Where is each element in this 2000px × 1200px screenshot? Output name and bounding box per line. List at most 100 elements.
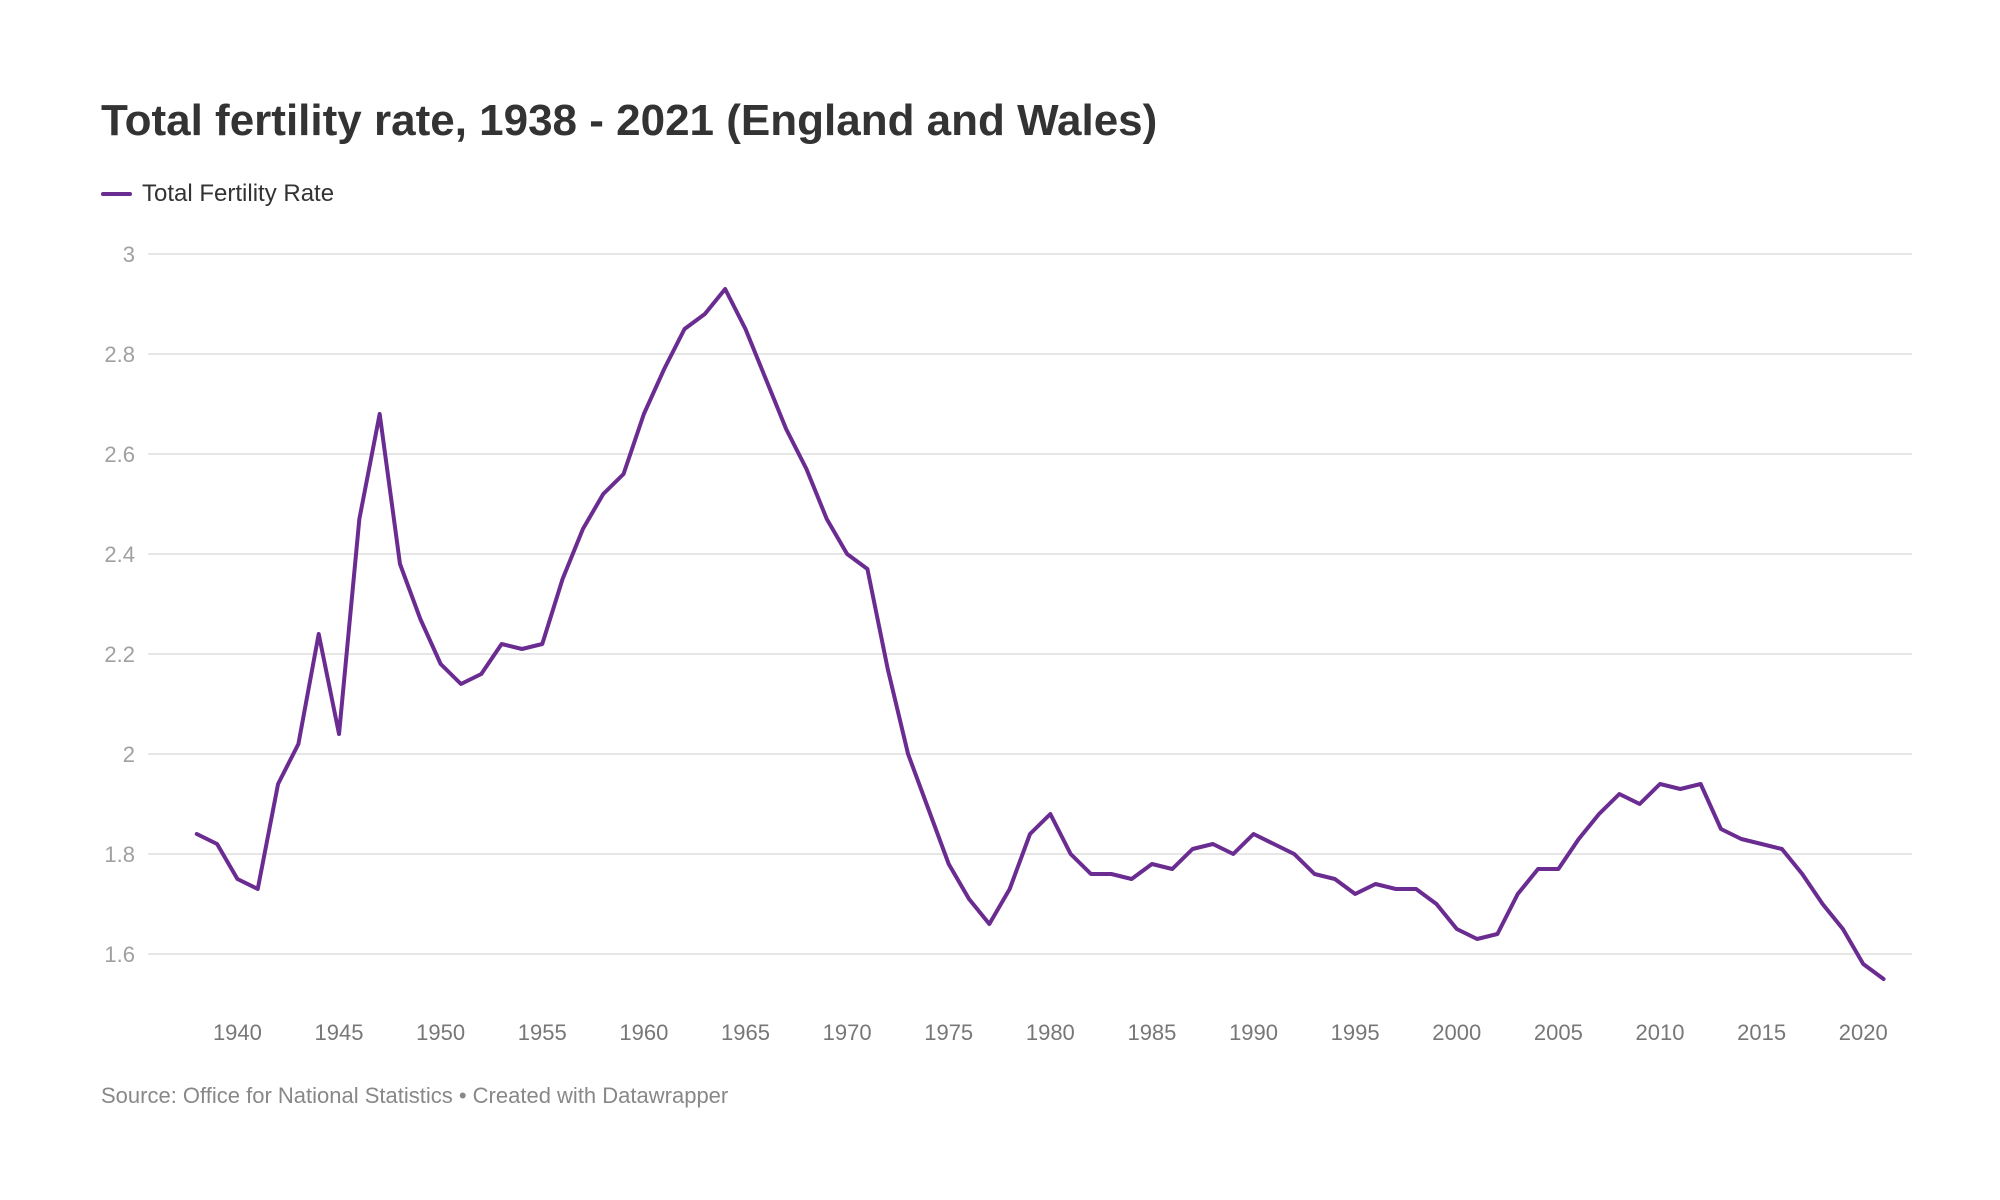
x-tick-label: 1960: [619, 1020, 668, 1045]
data-point[interactable]: [1820, 901, 1826, 907]
data-point[interactable]: [722, 286, 728, 292]
data-point[interactable]: [1657, 781, 1663, 787]
y-tick-label: 1.6: [104, 942, 135, 967]
data-point[interactable]: [1352, 891, 1358, 897]
data-point[interactable]: [1433, 901, 1439, 907]
data-point[interactable]: [1169, 866, 1175, 872]
data-point[interactable]: [1149, 861, 1155, 867]
data-point[interactable]: [336, 731, 342, 737]
data-point[interactable]: [600, 491, 606, 497]
data-point[interactable]: [864, 566, 870, 572]
data-point[interactable]: [986, 921, 992, 927]
data-point[interactable]: [641, 411, 647, 417]
data-point[interactable]: [1616, 791, 1622, 797]
data-point[interactable]: [905, 751, 911, 757]
data-point[interactable]: [1881, 976, 1887, 982]
data-point[interactable]: [519, 646, 525, 652]
data-point[interactable]: [1251, 831, 1257, 837]
y-tick-label: 1.8: [104, 842, 135, 867]
data-point[interactable]: [824, 516, 830, 522]
data-point[interactable]: [1535, 866, 1541, 872]
data-point[interactable]: [1210, 841, 1216, 847]
data-point[interactable]: [377, 411, 383, 417]
data-point[interactable]: [1332, 876, 1338, 882]
data-point[interactable]: [925, 806, 931, 812]
data-point[interactable]: [1555, 866, 1561, 872]
data-point[interactable]: [1494, 931, 1500, 937]
data-point[interactable]: [1576, 836, 1582, 842]
data-point[interactable]: [1068, 851, 1074, 857]
x-tick-label: 2020: [1839, 1020, 1888, 1045]
data-point[interactable]: [1271, 841, 1277, 847]
data-point[interactable]: [1007, 886, 1013, 892]
data-point[interactable]: [1515, 891, 1521, 897]
data-point[interactable]: [580, 526, 586, 532]
data-point[interactable]: [783, 426, 789, 432]
data-point[interactable]: [1759, 841, 1765, 847]
data-point[interactable]: [1596, 811, 1602, 817]
data-point[interactable]: [1230, 851, 1236, 857]
data-point[interactable]: [275, 781, 281, 787]
x-tick-label: 1950: [416, 1020, 465, 1045]
data-point[interactable]: [702, 311, 708, 317]
x-tick-label: 1940: [213, 1020, 262, 1045]
data-point[interactable]: [1291, 851, 1297, 857]
data-point[interactable]: [234, 876, 240, 882]
data-point[interactable]: [1190, 846, 1196, 852]
data-point[interactable]: [539, 641, 545, 647]
x-tick-label: 2000: [1432, 1020, 1481, 1045]
data-point[interactable]: [946, 861, 952, 867]
x-tick-label: 1985: [1127, 1020, 1176, 1045]
data-point[interactable]: [1637, 801, 1643, 807]
data-point[interactable]: [1372, 881, 1378, 887]
data-point[interactable]: [356, 516, 362, 522]
data-point[interactable]: [295, 741, 301, 747]
data-point[interactable]: [1027, 831, 1033, 837]
y-tick-label: 2.4: [104, 542, 135, 567]
data-point[interactable]: [478, 671, 484, 677]
data-point[interactable]: [661, 366, 667, 372]
data-point[interactable]: [1454, 926, 1460, 932]
data-point[interactable]: [682, 326, 688, 332]
data-point[interactable]: [885, 666, 891, 672]
data-point[interactable]: [803, 466, 809, 472]
legend-swatch: [101, 192, 132, 196]
data-point[interactable]: [438, 661, 444, 667]
data-point[interactable]: [1779, 846, 1785, 852]
y-tick-label: 3: [123, 242, 135, 267]
data-point[interactable]: [560, 576, 566, 582]
data-point[interactable]: [621, 471, 627, 477]
gridlines: [148, 253, 1912, 955]
data-point[interactable]: [1047, 811, 1053, 817]
data-point[interactable]: [255, 886, 261, 892]
data-point[interactable]: [1677, 786, 1683, 792]
x-tick-label: 1975: [924, 1020, 973, 1045]
data-point[interactable]: [1799, 871, 1805, 877]
data-point[interactable]: [417, 616, 423, 622]
data-point[interactable]: [194, 831, 200, 837]
data-point[interactable]: [458, 681, 464, 687]
data-point[interactable]: [1860, 961, 1866, 967]
data-point[interactable]: [1393, 886, 1399, 892]
data-point[interactable]: [1129, 876, 1135, 882]
data-point[interactable]: [1088, 871, 1094, 877]
data-point[interactable]: [1718, 826, 1724, 832]
data-point[interactable]: [499, 641, 505, 647]
data-point[interactable]: [1474, 936, 1480, 942]
y-axis: 1.6 1.8 2 2.2 2.4 2.6 2.8 3: [104, 242, 135, 967]
data-point[interactable]: [397, 561, 403, 567]
x-tick-label: 1945: [315, 1020, 364, 1045]
data-point[interactable]: [966, 896, 972, 902]
data-point[interactable]: [763, 376, 769, 382]
data-point[interactable]: [316, 631, 322, 637]
data-point[interactable]: [742, 326, 748, 332]
data-point[interactable]: [1413, 886, 1419, 892]
data-point[interactable]: [214, 841, 220, 847]
data-point[interactable]: [1840, 926, 1846, 932]
data-point[interactable]: [1108, 871, 1114, 877]
data-point[interactable]: [1738, 836, 1744, 842]
data-point[interactable]: [1312, 871, 1318, 877]
data-point[interactable]: [844, 551, 850, 557]
x-tick-label: 1965: [721, 1020, 770, 1045]
data-point[interactable]: [1698, 781, 1704, 787]
